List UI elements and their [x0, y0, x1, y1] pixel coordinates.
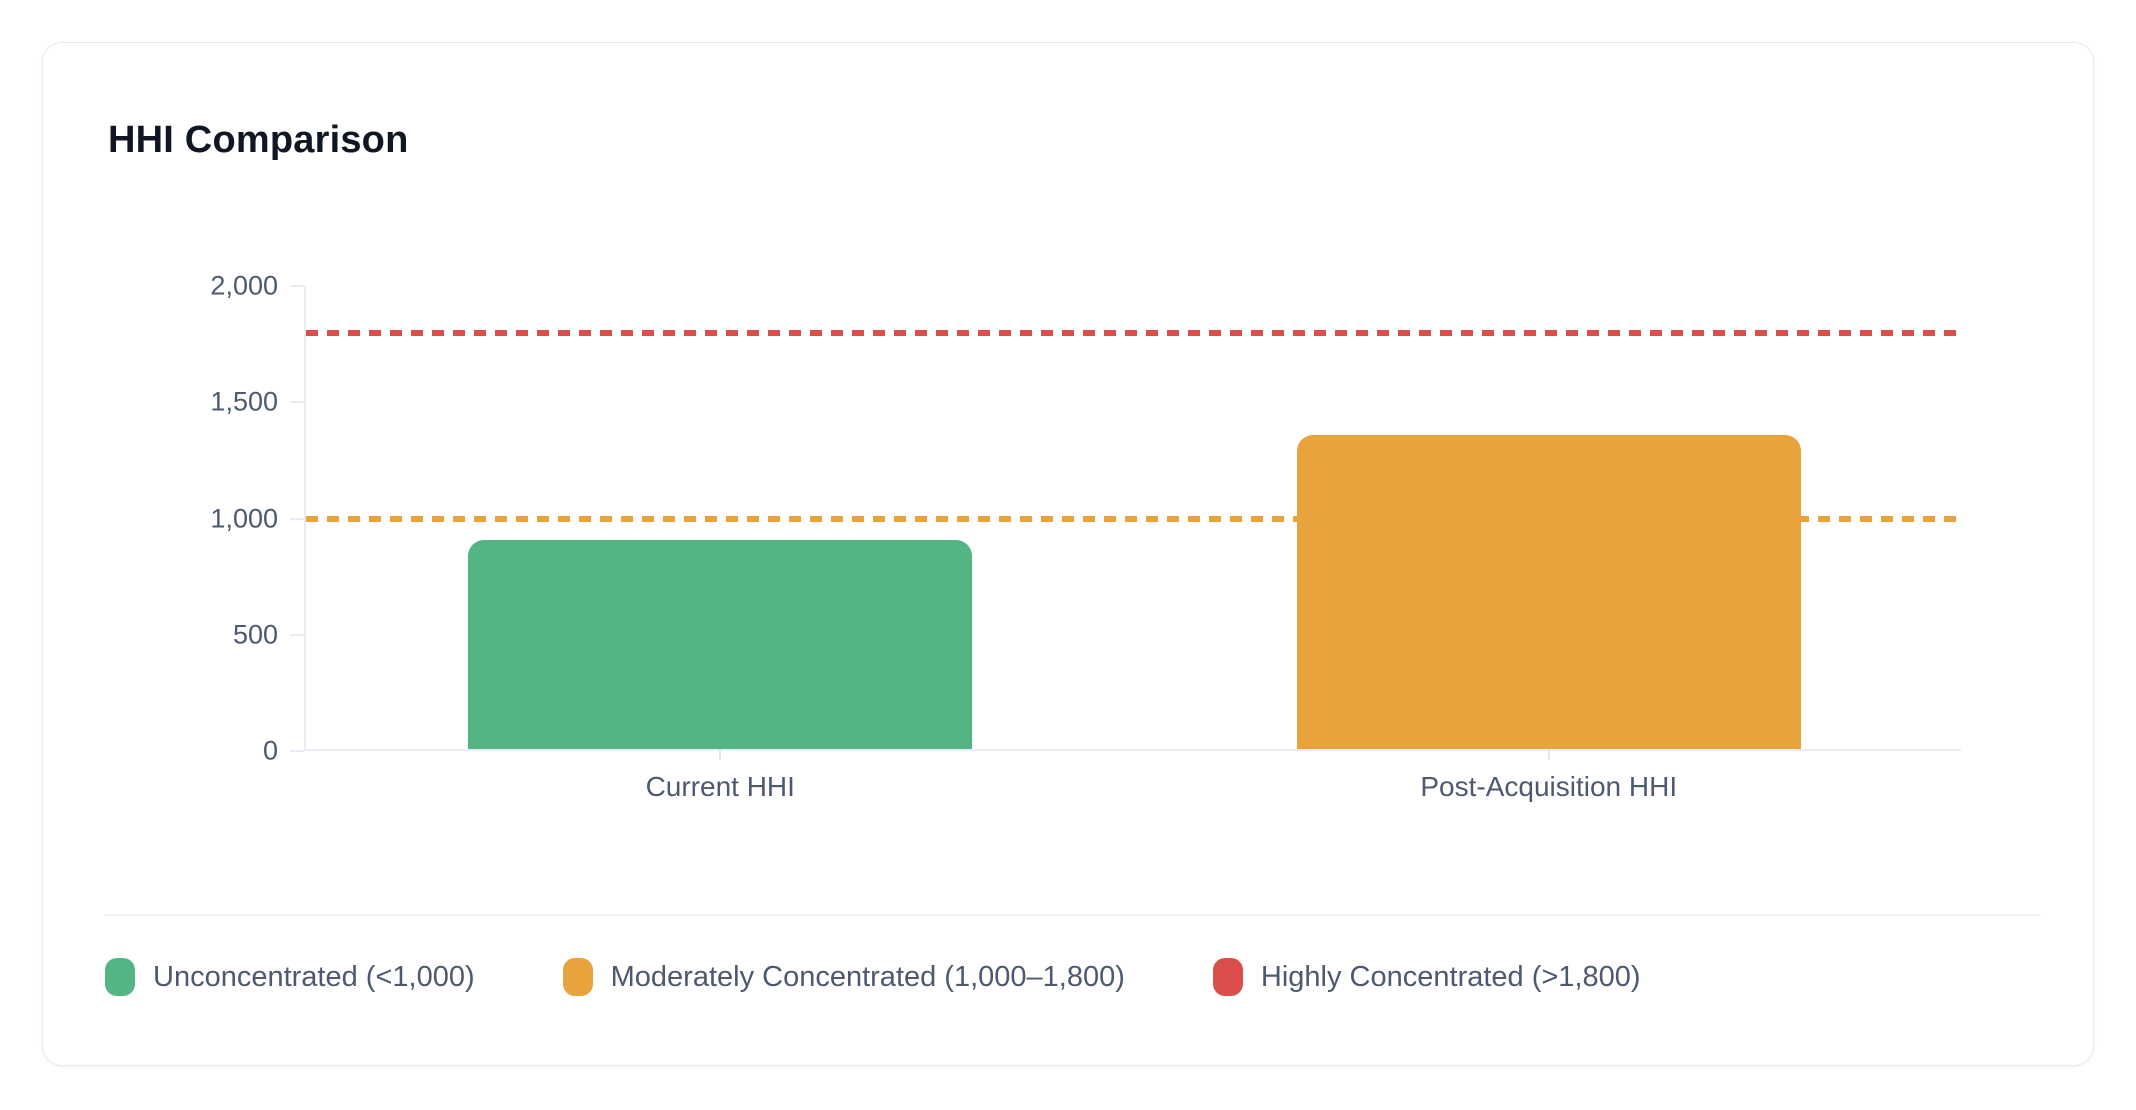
- legend-item-highly-concentrated: Highly Concentrated (>1,800): [1212, 958, 1641, 996]
- legend-separator: [105, 914, 2041, 916]
- y-tick-label: 1,000: [210, 503, 278, 533]
- legend-label: Unconcentrated (<1,000): [153, 960, 475, 993]
- legend-item-moderately-concentrated: Moderately Concentrated (1,000–1,800): [562, 958, 1125, 996]
- y-tick-mark: [290, 401, 304, 404]
- chart-legend: Unconcentrated (<1,000) Moderately Conce…: [105, 949, 1641, 1005]
- x-tick-mark: [1547, 749, 1550, 760]
- y-tick-label: 1,500: [210, 386, 278, 417]
- plot-area: 2,000 1,500 1,000 500 0 Current HHI Post…: [210, 271, 1961, 802]
- y-tick-mark: [290, 285, 304, 287]
- y-tick-mark: [290, 633, 304, 636]
- legend-swatch-orange: [562, 958, 593, 996]
- x-category-label: Current HHI: [645, 771, 795, 802]
- legend-label: Moderately Concentrated (1,000–1,800): [610, 960, 1125, 993]
- x-category-label: Post-Acquisition HHI: [1420, 771, 1678, 802]
- highly-concentrated-threshold-line: [306, 329, 1961, 336]
- y-tick-mark: [290, 517, 304, 520]
- legend-item-unconcentrated: Unconcentrated (<1,000): [105, 958, 475, 996]
- y-tick-label: 2,000: [210, 270, 278, 301]
- x-tick-mark: [719, 749, 722, 760]
- legend-label: Highly Concentrated (>1,800): [1260, 960, 1641, 993]
- chart-title: HHI Comparison: [108, 119, 409, 161]
- moderately-concentrated-threshold-line: [306, 515, 1961, 522]
- legend-swatch-green: [105, 958, 135, 996]
- y-tick-label: 0: [262, 735, 278, 766]
- chart-card: HHI Comparison 2,000 1,500 1,000 500 0: [42, 42, 2094, 1066]
- y-tick-label: 500: [232, 619, 278, 650]
- legend-swatch-red: [1212, 958, 1243, 996]
- bar-post-acquisition-hhi[interactable]: [1296, 435, 1801, 749]
- bar-current-hhi[interactable]: [468, 539, 973, 749]
- y-tick-mark: [290, 750, 304, 752]
